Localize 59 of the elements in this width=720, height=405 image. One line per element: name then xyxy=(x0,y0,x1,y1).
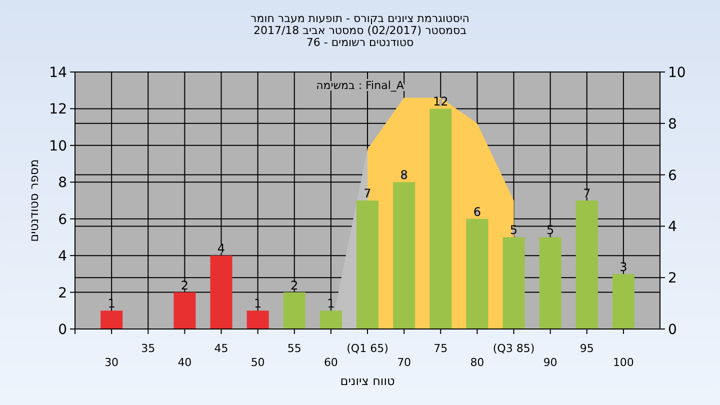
y2-tick-label: 8 xyxy=(668,116,677,132)
y-axis-title: מספר סטודנטים xyxy=(27,159,41,242)
x-tick-label: (Q1 65) xyxy=(346,342,388,355)
y-tick-label: 6 xyxy=(58,212,68,228)
bar xyxy=(100,310,123,329)
label-ground: 6 xyxy=(473,204,481,219)
bar xyxy=(466,218,488,329)
bar xyxy=(210,256,232,329)
label-ground: 2 xyxy=(180,278,188,292)
y-tick-label: 14 xyxy=(49,65,68,81)
bar xyxy=(320,310,342,329)
label-ground: 1 xyxy=(108,296,116,311)
y-tick-label: 4 xyxy=(58,248,68,265)
x-tick-label: 70 xyxy=(397,356,412,369)
y-tick-label: 10 xyxy=(49,138,67,154)
y2-tick-label: 4 xyxy=(668,219,677,236)
label-ground: 2 xyxy=(290,278,298,292)
label-ground: 4 xyxy=(217,242,226,256)
y2-tick-label: 0 xyxy=(668,322,677,338)
label-ground: 12 xyxy=(432,94,448,109)
y-tick-label: 2 xyxy=(58,285,67,302)
x-tick-label: 45 xyxy=(214,342,228,355)
y-tick-label: 12 xyxy=(49,102,67,118)
x-tick-label: 100 xyxy=(612,356,634,369)
x-tick-label: 55 xyxy=(287,342,302,355)
bar xyxy=(502,237,525,329)
y2-tick-label: 6 xyxy=(668,168,677,184)
label-ground: 3 xyxy=(620,260,628,274)
x-tick-label: 60 xyxy=(324,356,338,369)
bar xyxy=(539,237,562,329)
x-tick-label: 35 xyxy=(141,342,156,355)
x-tick-label: 50 xyxy=(250,356,265,369)
bar xyxy=(356,200,378,329)
bar xyxy=(612,274,634,329)
y-tick-label: 8 xyxy=(58,175,67,192)
x-tick-label: 40 xyxy=(178,356,192,369)
x-axis-title: טווח ציונים xyxy=(340,374,395,388)
x-tick-label: 30 xyxy=(104,356,119,369)
bar xyxy=(576,200,598,329)
label-ground: 5 xyxy=(546,223,554,238)
label-ground: 8 xyxy=(400,168,408,182)
y2-tick-label: 10 xyxy=(668,65,686,81)
x-tick-label: 95 xyxy=(580,342,594,355)
bar xyxy=(246,310,269,329)
chart-subtitle: בסמסטר (02/2017) סמסטר אביב 2017/18 סטודנטים רשומים - 76 xyxy=(253,24,467,49)
label-ground: 7 xyxy=(364,186,372,200)
bar xyxy=(174,292,196,329)
bar xyxy=(430,108,452,329)
x-tick-label: 80 xyxy=(470,356,484,369)
x-tick-label: (Q3 85) xyxy=(492,342,535,355)
chart-title: היסטוגרמת ציונים בקורס - תופעות מעבר חומר xyxy=(250,12,470,25)
bar xyxy=(283,292,306,329)
bar xyxy=(393,182,416,329)
label-ground: 5 xyxy=(510,223,518,238)
y-tick-label: 0 xyxy=(58,322,67,338)
x-tick-label: 90 xyxy=(543,356,558,369)
x-tick-label: 75 xyxy=(434,342,448,355)
y2-tick-label: 2 xyxy=(668,270,677,287)
label-ground: 7 xyxy=(583,186,591,200)
